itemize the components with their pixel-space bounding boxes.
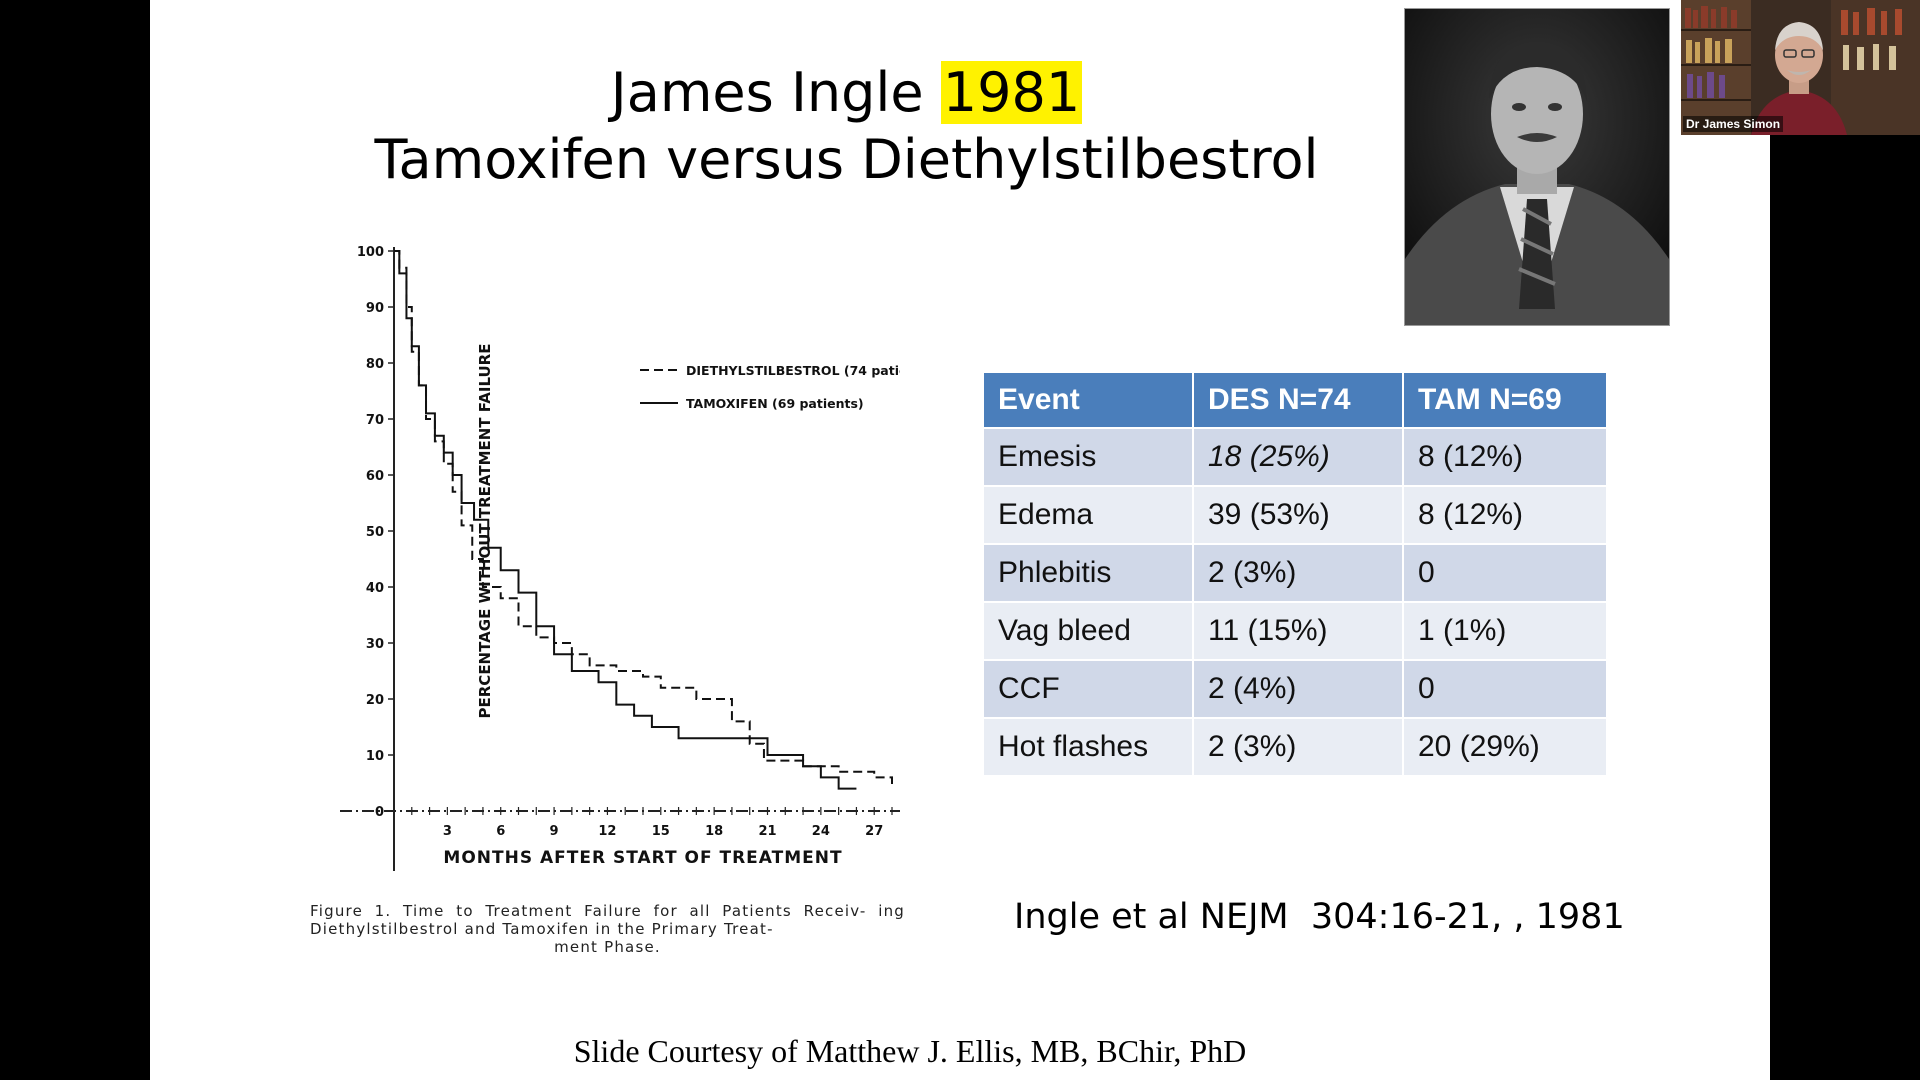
table-row: Phlebitis 2 (3%) 0 [984, 543, 1608, 602]
table-cell: 20 (29%) [1403, 717, 1608, 775]
caption-text: Figure 1. Time to Treatment Failure for … [310, 902, 905, 938]
table-cell: 39 (53%) [1193, 485, 1404, 544]
y-tick-label: 70 [366, 413, 384, 428]
x-tick-label: 9 [550, 824, 559, 839]
table-cell: 11 (15%) [1193, 601, 1404, 660]
slide-title: James Ingle 1981 [150, 61, 1543, 124]
series-line-des [394, 250, 893, 789]
table-row: Vag bleed 11 (15%) 1 (1%) [984, 601, 1608, 660]
table-row: Hot flashes 2 (3%) 20 (29%) [984, 717, 1608, 775]
x-tick-label: 6 [496, 824, 505, 839]
caption-last-line: ment Phase. [554, 938, 661, 956]
header-tam: TAM N=69 [1403, 373, 1608, 428]
table-row: Edema 39 (53%) 8 (12%) [984, 485, 1608, 544]
title-name: James Ingle [610, 61, 941, 124]
citation-text: Ingle et al NEJM 304:16-21, , 1981 [1014, 897, 1625, 937]
header-des: DES N=74 [1193, 373, 1404, 428]
table-cell: 8 (12%) [1403, 427, 1608, 486]
adverse-events-table: Event DES N=74 TAM N=69 Emesis 18 (25%) … [984, 373, 1608, 775]
table-row: CCF 2 (4%) 0 [984, 659, 1608, 718]
portrait-photo-icon [1404, 8, 1670, 326]
participant-name-label: Dr James Simon [1683, 116, 1784, 132]
y-tick-label: 10 [366, 749, 384, 764]
x-tick-label: 15 [652, 824, 670, 839]
slide-subtitle: Tamoxifen versus Diethylstilbestrol [374, 128, 1319, 191]
y-tick-label: 30 [366, 637, 384, 652]
header-event: Event [984, 373, 1194, 428]
slide-courtesy: Slide Courtesy of Matthew J. Ellis, MB, … [573, 1033, 1247, 1069]
x-tick-label: 27 [865, 824, 883, 839]
series-line-tamoxifen [394, 250, 857, 790]
legend-label: TAMOXIFEN (69 patients) [686, 396, 864, 411]
legend-label: DIETHYLSTILBESTROL (74 patients) [686, 363, 900, 378]
video-feed-icon[interactable]: Dr James Simon [1681, 0, 1920, 135]
table-cell: 2 (4%) [1193, 659, 1404, 718]
x-tick-label: 3 [443, 824, 452, 839]
table-row: Emesis 18 (25%) 8 (12%) [984, 427, 1608, 486]
table-cell: 2 (3%) [1193, 717, 1404, 775]
y-tick-label: 90 [366, 301, 384, 316]
table-cell: 8 (12%) [1403, 485, 1608, 544]
table-cell: Edema [984, 485, 1194, 544]
y-tick-label: 40 [366, 581, 384, 596]
x-tick-label: 18 [705, 824, 723, 839]
table-cell: 0 [1403, 659, 1608, 718]
presentation-slide: James Ingle 1981 Tamoxifen versus Diethy… [150, 0, 1770, 1080]
table-cell: 18 (25%) [1193, 427, 1404, 486]
y-tick-label: 60 [366, 469, 384, 484]
y-tick-label: 80 [366, 357, 384, 372]
table-cell: CCF [984, 659, 1194, 718]
table-cell: 0 [1403, 543, 1608, 602]
table-cell: Vag bleed [984, 601, 1194, 660]
x-tick-label: 12 [598, 824, 616, 839]
table-cell: 1 (1%) [1403, 601, 1608, 660]
title-year-highlight: 1981 [940, 61, 1083, 124]
y-tick-label: 50 [366, 525, 384, 540]
y-tick-label: 0 [375, 805, 384, 820]
y-tick-label: 20 [366, 693, 384, 708]
table-cell: Emesis [984, 427, 1194, 486]
table-cell: Phlebitis [984, 543, 1194, 602]
survival-chart-svg: 0 10 20 30 40 50 60 70 80 90 100 3 6 9 12 15 18 21 24 27 MON… [340, 245, 900, 871]
survival-chart: 0 10 20 30 40 50 60 70 80 90 100 3 6 9 12 15 18 21 24 27 MON… [300, 230, 904, 990]
table-header-row: Event DES N=74 TAM N=69 [984, 373, 1608, 428]
x-tick-label: 21 [758, 824, 776, 839]
figure-caption: Figure 1. Time to Treatment Failure for … [310, 902, 905, 956]
y-axis-label: PERCENTAGE WITHOUT TREATMENT FAILURE [476, 344, 494, 719]
y-tick-label: 100 [357, 245, 384, 260]
x-tick-label: 24 [812, 824, 830, 839]
table-cell: 2 (3%) [1193, 543, 1404, 602]
table-cell: Hot flashes [984, 717, 1194, 775]
x-axis-label: MONTHS AFTER START OF TREATMENT [443, 848, 842, 868]
